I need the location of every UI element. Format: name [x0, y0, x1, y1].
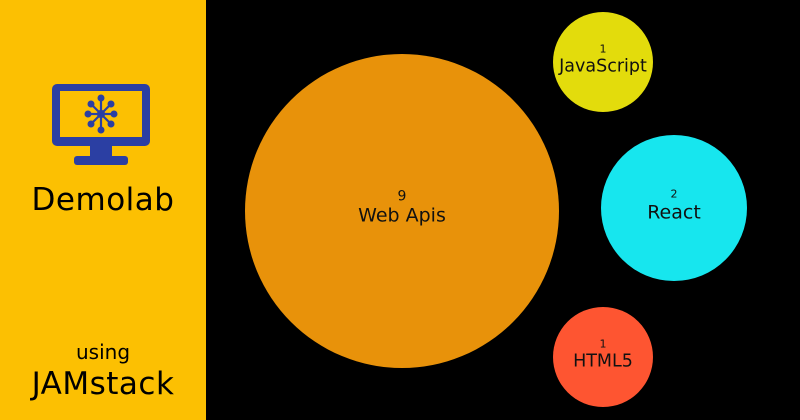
- monitor-network-icon: [52, 84, 150, 165]
- bubble-html5[interactable]: [553, 307, 653, 407]
- bubble-label-react: React: [647, 201, 701, 223]
- app-title: Demolab: [31, 182, 175, 218]
- bubble-react[interactable]: [601, 135, 747, 281]
- tagline: JAMstack: [31, 366, 175, 402]
- sidebar: Demolab using JAMstack: [0, 0, 206, 420]
- bubble-web-apis[interactable]: [245, 54, 559, 368]
- bubble-count-react: 2: [671, 188, 678, 201]
- bubble-count-javascript: 1: [600, 42, 607, 55]
- subtitle-using: using: [75, 340, 131, 364]
- bubble-label-javascript: JavaScript: [558, 57, 647, 77]
- bubble-javascript[interactable]: [553, 12, 653, 112]
- bubble-count-html5: 1: [600, 337, 607, 350]
- bubble-label-web-apis: Web Apis: [358, 204, 446, 226]
- bubble-count-web-apis: 9: [398, 189, 407, 205]
- bubble-label-html5: HTML5: [573, 352, 633, 372]
